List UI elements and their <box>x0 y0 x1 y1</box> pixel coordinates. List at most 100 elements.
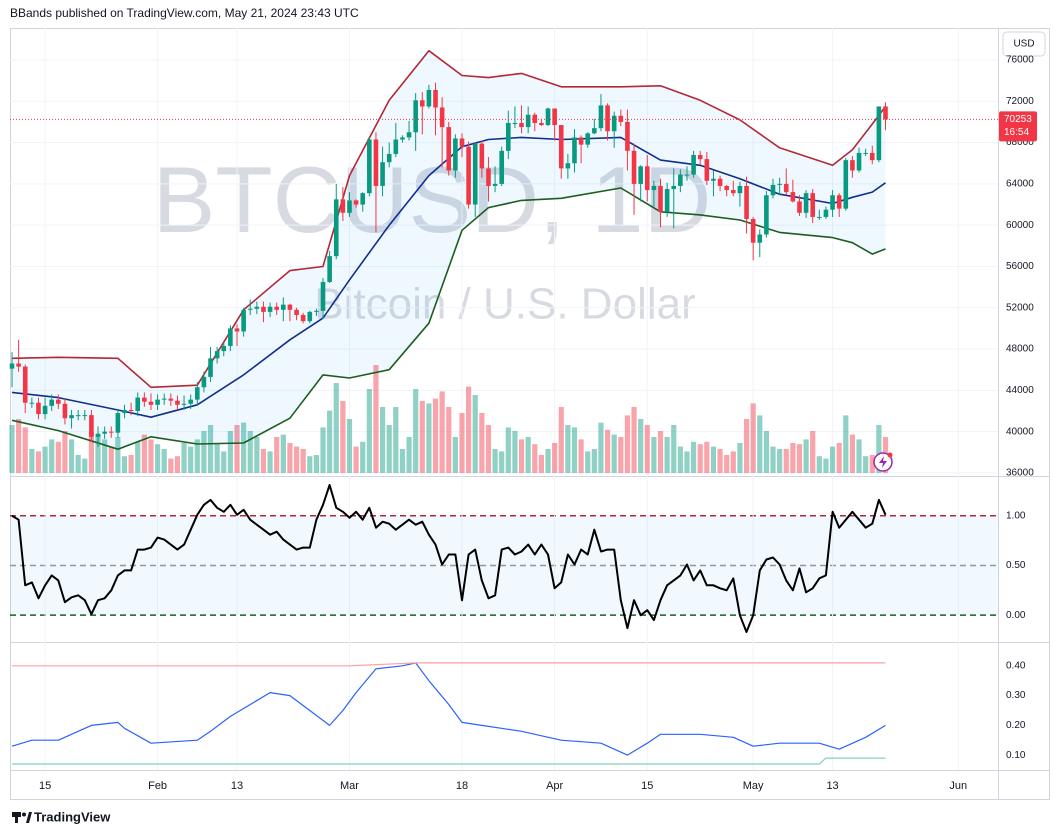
y-tick-label: 44000 <box>1006 385 1034 396</box>
watermark-symbol: BTCUSD, 1D <box>153 147 712 252</box>
candle-body <box>406 132 412 138</box>
volume-bar <box>181 443 187 473</box>
candle-body <box>770 184 776 196</box>
candle-body <box>631 150 637 184</box>
alert-icon[interactable] <box>873 452 893 472</box>
volume-bar <box>399 449 406 473</box>
watermark-description: Bitcoin / U.S. Dollar <box>314 280 695 329</box>
volume-bar <box>829 446 836 473</box>
volume-bar <box>657 431 664 473</box>
volume-bar <box>102 439 108 473</box>
candle-body <box>525 114 531 128</box>
volume-bar <box>234 425 240 473</box>
candle-body <box>638 166 643 184</box>
volume-bar <box>42 446 48 473</box>
candle-body <box>386 153 392 163</box>
candle-body <box>843 160 849 209</box>
volume-bar <box>790 443 796 473</box>
band-lower <box>11 187 886 451</box>
plot-layer: 36000 40000 44000 48000 52000 56000 60000 64000… <box>9 28 1037 792</box>
candle-body <box>539 122 544 126</box>
volume-bar <box>479 413 485 473</box>
volume-bar <box>29 449 35 473</box>
volume-bar <box>340 401 346 473</box>
candle-body <box>651 185 657 191</box>
volume-bar <box>300 449 306 473</box>
currency-label[interactable]: USD <box>1013 39 1034 50</box>
candle-body <box>592 128 597 134</box>
volume-bar <box>188 446 194 473</box>
volume-bar <box>194 439 200 473</box>
candle-body <box>327 256 332 282</box>
volume-bar <box>148 439 154 473</box>
volume-bar <box>571 427 578 473</box>
volume-bar <box>518 439 525 473</box>
candle-body <box>506 122 511 151</box>
candle-body <box>22 366 28 403</box>
y-tick-label: 64000 <box>1006 179 1034 190</box>
candle-body <box>426 89 432 107</box>
y-tick-label: 72000 <box>1006 96 1034 107</box>
volume-bar <box>446 407 452 473</box>
volume-bar <box>863 456 869 473</box>
volume-bar <box>393 407 399 473</box>
last-price-label: 70253 <box>1004 114 1032 125</box>
candle-body <box>684 174 690 176</box>
volume-bar <box>75 455 81 473</box>
volume-bar <box>585 451 591 473</box>
volume-bar <box>717 449 723 473</box>
volume-bar <box>353 446 359 473</box>
volume-bar <box>432 398 439 473</box>
volume-bar <box>115 437 121 473</box>
candle-body <box>102 431 107 434</box>
volume-bar <box>651 437 657 473</box>
volume-bar <box>313 455 320 473</box>
volume-bar <box>869 455 875 473</box>
volume-bar <box>327 410 333 473</box>
volume-bar <box>631 407 637 473</box>
volume-bar <box>201 431 207 473</box>
candle-body <box>492 183 498 186</box>
candle-body <box>605 105 610 132</box>
volume-bar <box>743 419 750 473</box>
candle-body <box>135 397 141 411</box>
candle-body <box>578 137 584 145</box>
candle-body <box>221 345 227 352</box>
candle-body <box>466 146 471 205</box>
candle-body <box>413 100 418 133</box>
candle-body <box>459 138 465 147</box>
y-tick-label: 60000 <box>1006 220 1034 231</box>
candle-body <box>122 409 127 414</box>
candle-body <box>519 122 524 128</box>
volume-bar <box>671 425 677 473</box>
volume-bar <box>419 401 425 473</box>
candle-body <box>625 121 630 151</box>
y-tick-label: 0.50 <box>1006 560 1026 571</box>
alert-bolt[interactable] <box>879 456 887 468</box>
currency-button[interactable]: USD <box>1002 31 1046 57</box>
y-tick-label: 36000 <box>1006 468 1034 479</box>
currency-box[interactable] <box>1002 31 1046 57</box>
volume-bar <box>439 391 445 473</box>
candle-body <box>314 310 319 312</box>
candle-body <box>869 152 875 161</box>
candle-body <box>155 399 160 405</box>
candle-body <box>764 195 769 235</box>
volume-bar <box>856 439 862 473</box>
candle-body <box>82 415 88 417</box>
candle-body <box>142 397 147 402</box>
volume-bar <box>823 458 829 473</box>
candle-body <box>247 308 253 310</box>
volume-bar <box>95 434 101 473</box>
volume-bar <box>499 451 505 473</box>
candle-body <box>29 402 35 404</box>
candle-body <box>671 185 677 190</box>
candle-body <box>400 137 405 140</box>
alert-dot[interactable] <box>887 452 893 458</box>
logo-mark <box>22 812 26 817</box>
volume-bar <box>697 444 703 473</box>
volume-bar <box>287 443 293 473</box>
candle-body <box>393 139 399 154</box>
y-tick-label: 68000 <box>1006 137 1034 148</box>
footer-brand: TradingView <box>34 809 111 824</box>
